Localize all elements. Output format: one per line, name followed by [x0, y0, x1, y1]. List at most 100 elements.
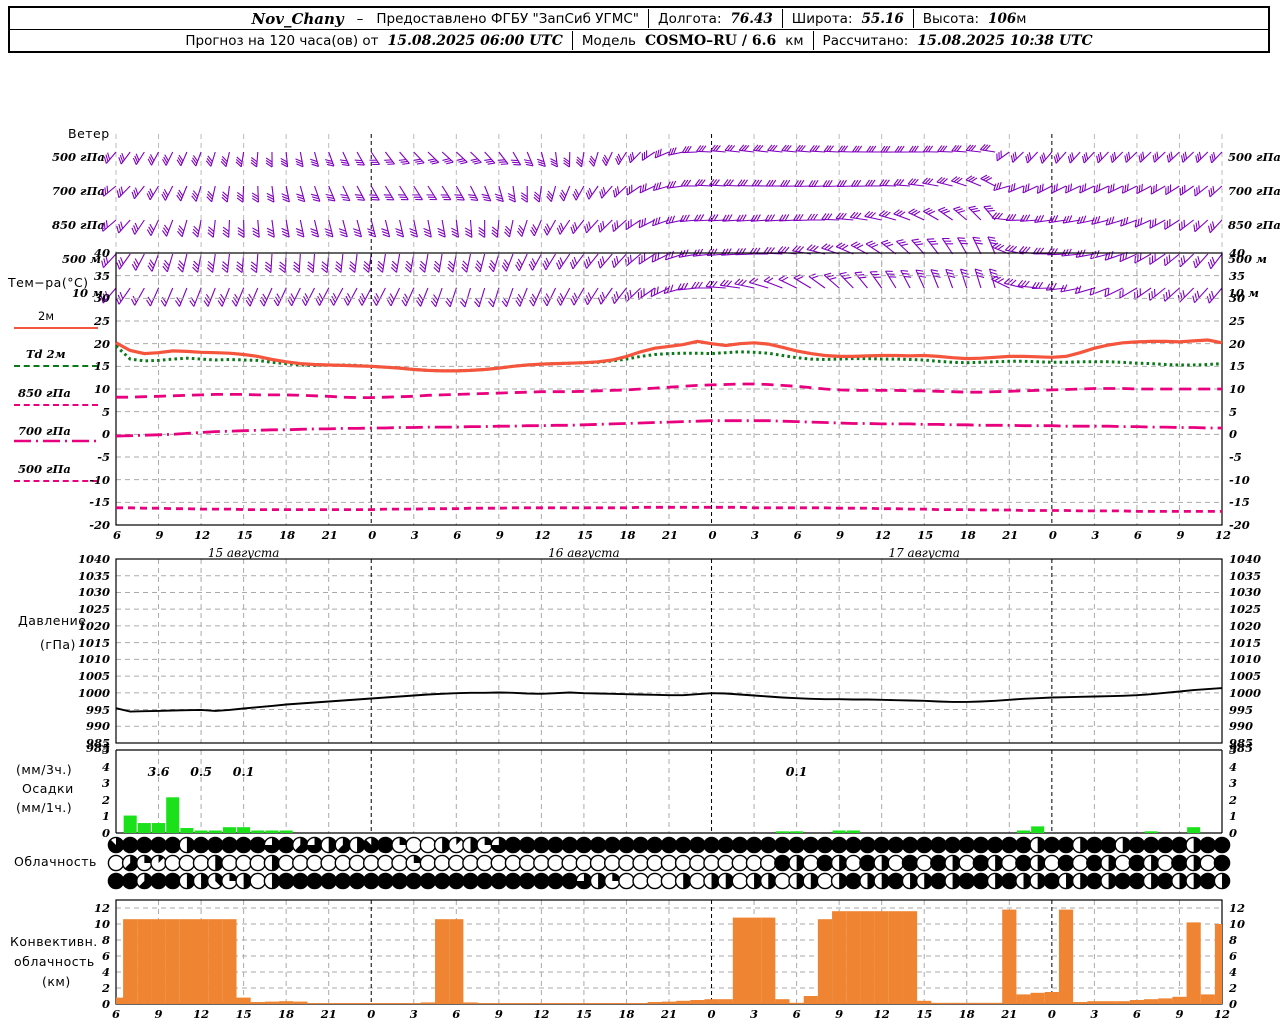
temperature-plot [114, 252, 1223, 526]
legend-label-t2m: 2м [38, 309, 54, 323]
axis-tick: 0 [1229, 826, 1238, 840]
hour-tick: 6 [1133, 528, 1142, 542]
axis-tick: 10 [93, 917, 110, 931]
calc-time: 15.08.2025 10:38 UTC [917, 32, 1093, 49]
axis-tick: 8 [101, 933, 110, 947]
wind-level-10m-left: 10 м [72, 286, 103, 300]
forecast-time: 15.08.2025 06:00 UTC [387, 32, 563, 49]
wind-panel: Ветер 500 гПа 700 гПа 850 гПа 500 м 10 м… [0, 62, 1280, 308]
axis-tick: 1005 [1229, 669, 1262, 684]
precip-value: 0.5 [190, 764, 212, 779]
axis-tick: 4 [101, 759, 110, 774]
axis-tick: 30 [1229, 291, 1246, 306]
hour-tick: 0 [368, 528, 377, 542]
axis-tick: 12 [93, 901, 110, 915]
hour-tick: 15 [917, 528, 934, 542]
hour-tick: 9 [836, 528, 845, 542]
hour-tick: 6 [452, 1007, 461, 1021]
precipitation-plot [115, 749, 1223, 834]
hour-tick: 21 [1001, 1007, 1018, 1021]
axis-tick: 0 [1229, 997, 1238, 1011]
cloudiness-panel: Облачность [0, 836, 1280, 894]
legend-line-500 [14, 480, 98, 482]
hour-tick: 9 [835, 1007, 844, 1021]
axis-tick: 25 [1229, 314, 1246, 328]
hour-tick: 15 [575, 1007, 592, 1021]
hour-tick: 12 [1215, 528, 1232, 542]
axis-tick: 20 [93, 336, 110, 351]
axis-tick: 35 [1229, 268, 1246, 283]
wind-level-850hpa-left: 850 гПа [52, 218, 105, 232]
hour-tick: 12 [874, 528, 891, 542]
hour-tick: 6 [453, 528, 462, 542]
conv-title-1: Конвективн. [10, 934, 98, 949]
axis-tick: 0 [1229, 427, 1238, 442]
axis-tick: 1015 [77, 635, 110, 650]
axis-tick: 1035 [77, 568, 110, 583]
axis-tick: 1040 [77, 552, 110, 566]
pressure-title: Давление [18, 613, 87, 628]
axis-tick: 1030 [1229, 585, 1262, 600]
axis-tick: 10 [1229, 917, 1246, 931]
hour-tick: 21 [320, 1007, 337, 1021]
hour-tick: 9 [1175, 1007, 1184, 1021]
axis-tick: -10 [1229, 472, 1250, 487]
hour-tick: 0 [1047, 1007, 1056, 1021]
hour-tick: 12 [533, 1007, 550, 1021]
axis-tick: 1010 [77, 652, 110, 667]
axis-tick: 6 [1229, 949, 1238, 963]
axis-tick: 25 [93, 314, 110, 328]
axis-tick: 1015 [1229, 635, 1262, 650]
hour-tick: 15 [235, 1007, 252, 1021]
legend-label-850: 850 гПа [18, 386, 71, 400]
longitude-label: Долгота: [658, 10, 722, 27]
hour-tick: 0 [708, 528, 717, 542]
header-dash: – [356, 10, 364, 27]
axis-tick: 1035 [1229, 568, 1262, 583]
hour-tick: 12 [194, 528, 211, 542]
hour-tick: 3 [751, 528, 760, 542]
axis-tick: 990 [85, 719, 110, 734]
wind-level-500hpa-right: 500 гПа [1228, 150, 1280, 164]
hour-tick: 15 [916, 1007, 933, 1021]
axis-tick: -20 [1229, 518, 1250, 532]
axis-tick: 0 [101, 427, 110, 442]
axis-tick: -20 [89, 518, 110, 532]
axis-tick: 40 [93, 246, 110, 260]
conv-unit: (км) [42, 974, 71, 989]
axis-tick: 5 [101, 743, 110, 757]
hour-tick: 12 [1214, 1007, 1231, 1021]
station-name: Nov_Chany [251, 9, 344, 28]
longitude-value: 76.43 [730, 10, 773, 27]
temperature-title: Тем−ра(°C) [8, 275, 89, 290]
axis-tick: 0 [101, 997, 110, 1011]
hour-tick: 15 [576, 528, 593, 542]
header-box: Nov_Chany – Предоставлено ФГБУ "ЗапСиб У… [8, 6, 1270, 53]
precip-value: 3.6 [147, 764, 170, 779]
pressure-panel: Давление (гПа) 1040 1035 1030 1025 1020 1015 1… [0, 552, 1280, 750]
header-divider-4 [571, 31, 573, 50]
hour-tick: 12 [193, 1007, 210, 1021]
latitude-label: Широта: [791, 10, 853, 27]
hour-tick: 3 [409, 1007, 418, 1021]
model-unit: км [785, 32, 804, 49]
forecast-label: Прогноз на 120 часа(ов) от [185, 32, 379, 49]
precip-title: Осадки [22, 781, 74, 796]
hour-tick: 6 [111, 1007, 120, 1021]
model-name: COSMO–RU / 6.6 [645, 32, 777, 49]
wind-level-700hpa-left: 700 гПа [52, 184, 105, 198]
axis-tick: 995 [85, 702, 110, 717]
hour-tick: 3 [1091, 528, 1100, 542]
axis-tick: 4 [1229, 759, 1238, 774]
axis-tick: 1030 [77, 585, 110, 600]
hour-tick: 6 [1132, 1007, 1141, 1021]
axis-tick: 10 [93, 382, 110, 396]
hour-tick: 21 [321, 528, 338, 542]
axis-tick: 4 [1229, 965, 1238, 979]
hour-tick: 21 [661, 1007, 678, 1021]
hour-tick: 18 [278, 1007, 295, 1021]
axis-tick: 3 [101, 776, 110, 791]
hour-tick: 21 [1002, 528, 1019, 542]
legend-line-t2m [14, 327, 98, 329]
day-label: 17 августа [888, 546, 960, 560]
